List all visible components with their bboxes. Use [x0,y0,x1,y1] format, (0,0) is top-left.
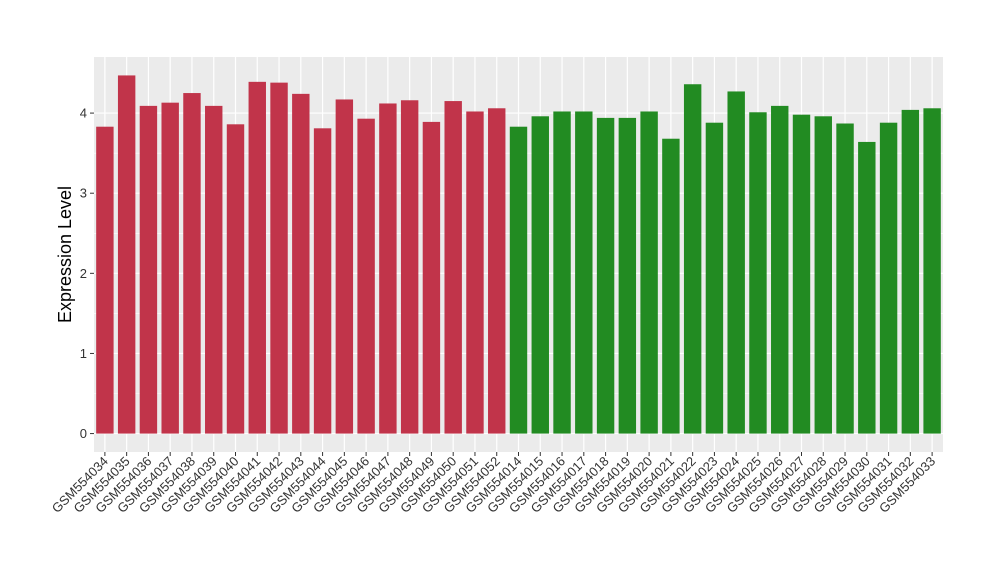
bar-GSM554030 [858,141,876,434]
bar-GSM554045 [335,99,354,434]
y-axis: 0 1 2 3 4 [80,106,94,441]
bar-GSM554043 [292,93,310,434]
bar-GSM554016 [553,111,571,434]
bar-GSM554023 [705,122,724,434]
bar-GSM554032 [901,109,920,434]
bar-GSM554021 [662,138,680,434]
bars [96,75,941,434]
y-tick-label: 4 [80,106,87,121]
bar-GSM554014 [509,126,528,434]
bar-GSM554019 [618,117,637,434]
bar-GSM554022 [683,84,702,434]
bar-GSM554026 [771,105,789,434]
bar-GSM554015 [531,116,549,434]
bar-GSM554029 [836,123,854,434]
y-tick-label: 0 [80,426,87,441]
bar-GSM554042 [270,82,288,434]
bar-GSM554038 [183,93,201,434]
bar-GSM554051 [466,111,484,434]
bar-GSM554037 [161,102,179,434]
bar-GSM554017 [575,111,593,434]
y-tick-label: 1 [80,346,87,361]
bar-GSM554041 [248,81,266,434]
bar-GSM554050 [444,101,462,434]
bar-GSM554047 [379,103,397,434]
bar-GSM554036 [139,105,158,434]
bar-GSM554048 [400,100,419,434]
bar-GSM554049 [422,121,441,434]
bar-GSM554031 [879,122,898,434]
bar-GSM554035 [117,75,136,434]
bar-GSM554044 [313,128,332,434]
y-tick-label: 2 [80,266,87,281]
bar-GSM554018 [596,117,615,434]
x-axis: GSM554034GSM554035GSM554036GSM554037GSM5… [49,452,938,516]
bar-GSM554052 [488,108,506,434]
bar-GSM554046 [357,118,375,434]
bar-GSM554034 [96,126,114,434]
bar-GSM554025 [749,112,767,434]
bar-GSM554024 [727,91,745,434]
bar-GSM554020 [640,111,658,434]
bar-GSM554027 [792,114,811,434]
bar-GSM554040 [226,124,245,434]
bar-GSM554039 [205,105,223,434]
bar-GSM554028 [814,116,832,434]
y-tick-label: 3 [80,186,87,201]
y-axis-title: Expression Level [55,186,75,323]
bar-GSM554033 [923,108,941,434]
